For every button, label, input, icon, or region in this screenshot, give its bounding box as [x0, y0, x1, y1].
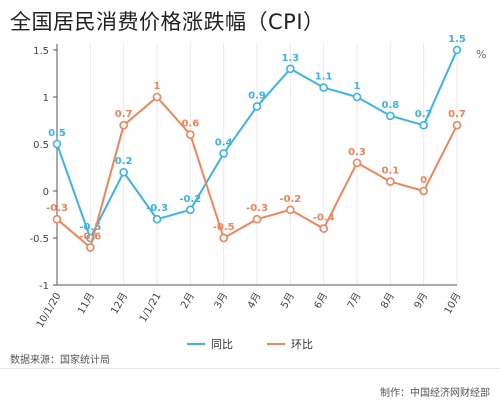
data-label-yoy: 1.3: [281, 53, 299, 64]
data-label-mom: -0.3: [46, 203, 68, 214]
data-label-yoy: 0.8: [381, 100, 399, 111]
data-point-yoy: [319, 83, 328, 92]
data-point-yoy: [186, 205, 195, 215]
data-label-yoy: 0.7: [415, 109, 433, 120]
data-label-yoy: -0.5: [79, 222, 101, 233]
data-point-yoy: [152, 214, 162, 224]
y-tick-label: 1: [43, 93, 49, 104]
data-point-mom: [152, 92, 162, 102]
data-label-mom: -0.3: [246, 203, 268, 214]
data-label-mom: 0.6: [181, 119, 199, 130]
y-tick-label: 0.5: [33, 140, 49, 151]
data-label-mom: 0: [420, 175, 427, 186]
data-label-yoy: 0.5: [48, 128, 66, 139]
data-source: 数据来源：国家统计局: [10, 355, 110, 366]
credit: 制作：中国经济网财经部: [380, 388, 490, 399]
data-point-mom: [286, 205, 295, 215]
data-label-yoy: 1.1: [315, 72, 333, 83]
data-point-mom: [419, 186, 428, 196]
data-label-mom: -0.4: [313, 213, 335, 224]
legend-swatch-mom: [267, 343, 285, 345]
data-label-mom: -0.6: [79, 231, 101, 242]
data-point-mom: [319, 224, 328, 233]
data-point-mom: [86, 243, 95, 252]
x-tick-label: 2月: [178, 291, 197, 311]
data-point-yoy: [119, 167, 128, 177]
x-tick-label: 4月: [245, 291, 264, 311]
y-axis-unit: %: [476, 48, 487, 61]
data-label-yoy: 0.9: [248, 90, 266, 101]
x-tick-label: 10月: [442, 291, 464, 317]
data-point-yoy: [252, 102, 262, 111]
x-tick-label: 10/1/20: [35, 291, 64, 330]
data-point-yoy: [452, 45, 462, 55]
data-label-mom: 0.3: [348, 147, 366, 158]
legend-label-mom: 环比: [291, 338, 313, 351]
data-label-mom: 0.7: [448, 109, 466, 120]
x-tick-label: 7月: [345, 291, 364, 311]
data-label-mom: -0.5: [213, 222, 235, 233]
y-tick-label: -1: [39, 281, 49, 292]
chart-title: 全国居民消费价格涨跌幅（CPI）: [10, 10, 325, 34]
y-tick-label: 1.5: [33, 46, 49, 57]
data-point-yoy: [352, 92, 362, 102]
legend-swatch-yoy: [187, 343, 205, 345]
legend: 同比 环比: [0, 336, 500, 352]
x-tick-label: 12月: [109, 291, 131, 317]
footer-divider: [0, 368, 500, 369]
data-point-mom: [452, 120, 462, 130]
x-tick-label: 5月: [278, 291, 297, 311]
data-point-mom: [186, 130, 195, 139]
data-label-mom: 0.1: [381, 166, 399, 177]
data-point-mom: [219, 233, 228, 243]
y-tick-label: 0: [43, 187, 49, 198]
data-label-yoy: 0.4: [215, 137, 233, 148]
legend-item-yoy[interactable]: 同比: [187, 336, 233, 352]
y-tick-label: -0.5: [29, 234, 49, 245]
data-point-mom: [252, 214, 262, 224]
data-label-yoy: 1.5: [448, 34, 466, 45]
data-label-mom: 1: [154, 81, 161, 92]
data-point-mom: [386, 177, 395, 186]
data-label-yoy: 1: [354, 81, 361, 92]
x-tick-label: 11月: [75, 291, 97, 317]
x-tick-label: 9月: [412, 291, 431, 311]
x-tick-label: 6月: [312, 291, 331, 311]
data-point-yoy: [219, 149, 228, 158]
data-label-mom: 0.7: [115, 109, 133, 120]
data-label-yoy: 0.2: [115, 156, 133, 167]
data-point-mom: [352, 158, 362, 168]
data-point-mom: [52, 214, 62, 224]
x-tick-label: 8月: [378, 291, 397, 311]
data-point-yoy: [386, 111, 395, 121]
data-label-yoy: -0.2: [179, 194, 201, 205]
legend-item-mom[interactable]: 环比: [267, 336, 313, 352]
data-point-mom: [119, 120, 128, 130]
x-tick-label: 3月: [212, 291, 231, 311]
data-point-yoy: [286, 64, 295, 74]
data-point-yoy: [419, 120, 428, 130]
legend-label-yoy: 同比: [211, 338, 233, 351]
x-tick-label: 1/1/21: [138, 291, 164, 324]
data-point-yoy: [52, 139, 62, 149]
data-label-mom: -0.2: [279, 194, 301, 205]
data-label-yoy: -0.3: [146, 203, 168, 214]
